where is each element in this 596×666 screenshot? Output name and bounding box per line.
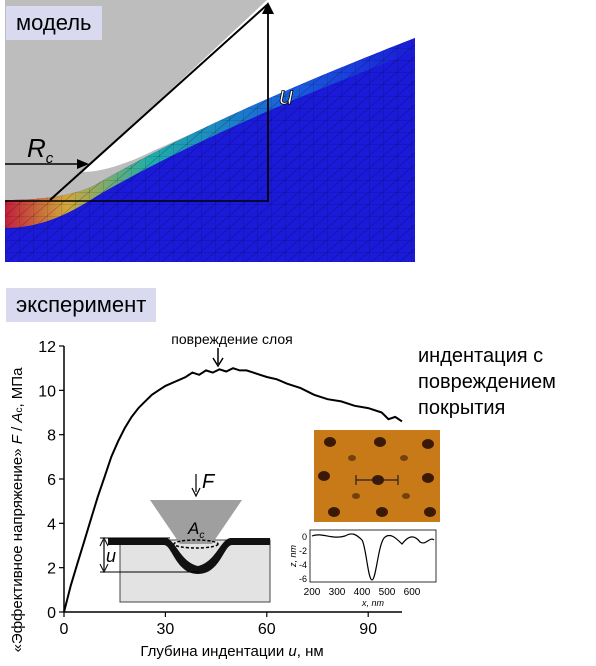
y-axis-title: «Эффективное напряжение» F / Ac, МПа (9, 367, 26, 652)
afm-pit (374, 437, 386, 447)
depth-label: u (106, 546, 116, 566)
profile-y-title: z, nm (288, 545, 298, 569)
rc-label: Rc (27, 133, 54, 167)
profile-y-tick: 0 (302, 532, 307, 542)
afm-image (314, 430, 440, 522)
x-tick-label: 90 (359, 621, 377, 638)
profile-y-tick: -2 (299, 546, 307, 556)
x-tick-label: 0 (60, 621, 69, 638)
profile-y-tick: -4 (299, 560, 307, 570)
model-panel: Rc u (5, 0, 415, 262)
y-tick-label: 2 (47, 561, 56, 578)
y-tick-label: 6 (47, 472, 56, 489)
y-tick-label: 4 (47, 516, 56, 533)
afm-pit (376, 507, 388, 517)
damage-label: повреждение слоя (171, 331, 292, 347)
side-note: индентация с повреждением покрытия (418, 343, 556, 421)
stress-depth-chart: 0 2 4 6 8 10 12 0 30 60 90 повреждение слоя «Эффек… (9, 331, 440, 660)
afm-pit (318, 471, 330, 481)
afm-profile-plot: z, nm 0 -2 -4 -6 200 300 400 500 600 x, … (288, 529, 437, 608)
x-axis-title: Глубина индентации u, нм (140, 643, 323, 660)
afm-pit (422, 473, 434, 483)
indenter-flank (49, 3, 269, 201)
side-note-line: индентация с (418, 345, 544, 367)
profile-x-tick: 200 (304, 587, 321, 598)
series-line (63, 367, 403, 613)
profile-x-tick: 500 (379, 587, 396, 598)
side-note-line: повреждением (418, 371, 556, 393)
contact-area-label: Ac (187, 519, 204, 541)
coating-profile (108, 538, 270, 574)
experiment-tag: эксперимент (6, 288, 157, 322)
afm-pit (328, 507, 340, 517)
profile-x-tick: 600 (404, 587, 421, 598)
profile-y-tick: -6 (299, 574, 307, 584)
profile-line (311, 533, 435, 581)
x-tick-label: 60 (258, 621, 276, 638)
y-tick-label: 0 (47, 605, 56, 622)
afm-pit (352, 493, 360, 499)
gap-region (83, 0, 415, 172)
afm-pit (402, 493, 410, 499)
afm-pit (324, 437, 336, 447)
x-tick-label: 30 (157, 621, 175, 638)
profile-x-title: x, nm (361, 598, 385, 608)
y-tick-label: 8 (47, 428, 56, 445)
afm-pit (348, 455, 356, 461)
afm-pit (422, 439, 434, 449)
profile-x-tick: 300 (329, 587, 346, 598)
profile-x-tick: 400 (354, 587, 371, 598)
side-note-line: покрытия (418, 397, 506, 419)
y-tick-label: 12 (38, 339, 56, 356)
contact-area-ellipse (173, 539, 219, 549)
u-label: u (279, 80, 293, 110)
force-label: F (202, 471, 216, 493)
y-tick-label: 10 (38, 383, 56, 400)
afm-pit (424, 507, 436, 517)
afm-pit (400, 455, 408, 461)
indentation-schematic: F Ac u (99, 471, 271, 603)
indenter-cone (150, 500, 242, 544)
model-tag: модель (6, 6, 102, 40)
